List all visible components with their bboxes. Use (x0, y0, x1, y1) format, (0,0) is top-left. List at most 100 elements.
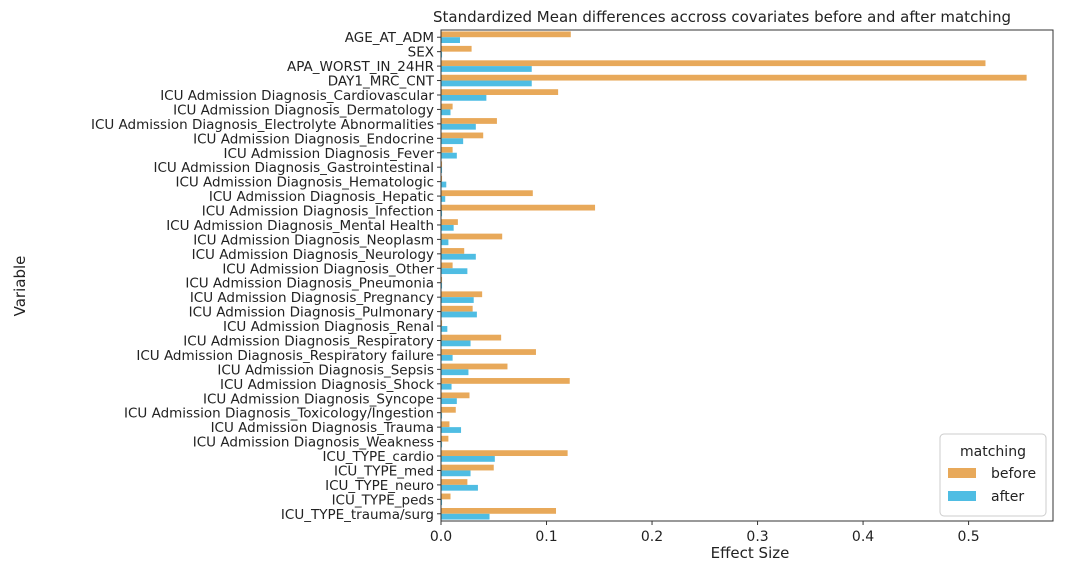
y-tick-label-20: ICU Admission Diagnosis_Renal (223, 319, 434, 335)
legend-label-before: before (991, 466, 1036, 482)
legend-title: matching (960, 444, 1026, 460)
y-tick-label-30: ICU_TYPE_med (334, 463, 434, 479)
y-tick-label-25: ICU Admission Diagnosis_Syncope (203, 391, 434, 407)
bar-before-18 (441, 291, 483, 298)
bar-after-6 (441, 123, 476, 130)
x-axis-label: Effect Size (711, 544, 790, 562)
bar-before-12 (441, 204, 596, 211)
bar-after-13 (441, 224, 454, 231)
bar-after-1 (441, 51, 443, 58)
bar-after-0 (441, 37, 460, 43)
y-tick-label-15: ICU Admission Diagnosis_Neurology (192, 247, 434, 263)
bar-before-26 (441, 406, 456, 413)
y-tick-label-26: ICU Admission Diagnosis_Toxicology/Inges… (124, 406, 434, 422)
y-tick-label-24: ICU Admission Diagnosis_Shock (220, 377, 434, 393)
bar-after-12 (441, 210, 443, 217)
bar-before-11 (441, 190, 533, 197)
y-tick-label-21: ICU Admission Diagnosis_Respiratory (183, 333, 434, 349)
legend-swatch-after (948, 491, 976, 501)
bar-after-31 (441, 484, 478, 491)
bar-before-19 (441, 305, 473, 312)
y-tick-label-1: SEX (408, 45, 434, 61)
y-tick-label-32: ICU_TYPE_peds (332, 492, 434, 508)
x-ticks: 0.0 0.1 0.2 0.3 0.4 0.5 (430, 521, 980, 545)
y-tick-label-5: ICU Admission Diagnosis_Dermatology (173, 102, 434, 118)
bar-after-4 (441, 94, 487, 101)
bar-after-14 (441, 239, 449, 246)
y-tick-label-33: ICU_TYPE_trauma/surg (281, 507, 434, 523)
x-tick-label-4: 0.4 (852, 529, 874, 545)
y-tick-labels: AGE_AT_ADMSEXAPA_WORST_IN_24HRDAY1_MRC_C… (91, 30, 441, 523)
bar-before-3 (441, 74, 1027, 81)
bar-before-28 (441, 435, 449, 442)
bar-after-29 (441, 456, 495, 462)
y-tick-label-22: ICU Admission Diagnosis_Respiratory fail… (136, 348, 434, 364)
bar-after-24 (441, 383, 452, 390)
bar-after-26 (441, 412, 443, 419)
bar-after-17 (441, 282, 443, 289)
bar-before-2 (441, 60, 986, 67)
y-tick-label-13: ICU Admission Diagnosis_Mental Health (166, 218, 434, 234)
bar-before-23 (441, 363, 508, 370)
bar-before-4 (441, 89, 559, 95)
bar-after-5 (441, 109, 451, 116)
bar-before-13 (441, 219, 458, 225)
y-tick-label-29: ICU_TYPE_cardio (322, 449, 434, 465)
bar-before-22 (441, 349, 536, 355)
y-tick-label-31: ICU_TYPE_neuro (325, 478, 434, 494)
bar-before-30 (441, 464, 494, 471)
legend-label-after: after (991, 489, 1024, 505)
bars-group (441, 31, 1027, 520)
bar-after-8 (441, 152, 457, 159)
bar-before-17 (441, 276, 443, 283)
y-tick-label-0: AGE_AT_ADM (345, 30, 434, 46)
bar-after-22 (441, 354, 453, 361)
bar-after-33 (441, 513, 490, 520)
bar-after-32 (441, 499, 443, 506)
bar-after-30 (441, 470, 471, 477)
chart-title: Standardized Mean differences accross co… (433, 8, 1011, 26)
y-tick-label-2: APA_WORST_IN_24HR (287, 59, 434, 75)
y-tick-label-28: ICU Admission Diagnosis_Weakness (193, 435, 434, 451)
bar-before-5 (441, 103, 453, 110)
y-tick-label-10: ICU Admission Diagnosis_Hematologic (175, 175, 434, 191)
bar-before-1 (441, 45, 472, 52)
x-tick-label-2: 0.2 (641, 529, 663, 545)
bar-after-10 (441, 181, 447, 188)
y-tick-label-4: ICU Admission Diagnosis_Cardiovascular (160, 88, 434, 104)
bar-before-25 (441, 392, 470, 399)
y-tick-label-9: ICU Admission Diagnosis_Gastrointestinal (154, 160, 434, 176)
bar-before-24 (441, 378, 570, 384)
y-tick-label-23: ICU Admission Diagnosis_Sepsis (217, 362, 434, 378)
y-tick-label-27: ICU Admission Diagnosis_Trauma (211, 420, 434, 436)
bar-before-31 (441, 479, 468, 485)
bar-after-3 (441, 80, 532, 87)
bar-before-32 (441, 493, 451, 500)
bar-after-20 (441, 326, 448, 332)
bar-before-0 (441, 31, 571, 38)
bar-before-10 (441, 175, 443, 182)
bar-after-28 (441, 441, 443, 448)
bar-before-14 (441, 233, 503, 240)
y-tick-label-11: ICU Admission Diagnosis_Hepatic (209, 189, 434, 205)
y-tick-label-18: ICU Admission Diagnosis_Pregnancy (190, 290, 434, 306)
bar-before-8 (441, 146, 453, 153)
y-tick-label-16: ICU Admission Diagnosis_Other (222, 261, 434, 277)
y-tick-label-14: ICU Admission Diagnosis_Neoplasm (193, 232, 434, 248)
x-tick-label-0: 0.0 (430, 529, 452, 545)
bar-before-16 (441, 262, 453, 269)
bar-before-27 (441, 421, 450, 428)
bar-after-21 (441, 340, 471, 347)
bar-before-9 (441, 161, 443, 168)
bar-after-2 (441, 66, 532, 72)
y-tick-label-17: ICU Admission Diagnosis_Pneumonia (185, 276, 434, 292)
bar-after-19 (441, 311, 477, 318)
y-tick-label-8: ICU Admission Diagnosis_Fever (223, 146, 434, 162)
x-tick-label-1: 0.1 (535, 529, 557, 545)
x-tick-label-5: 0.5 (957, 529, 979, 545)
bar-after-16 (441, 268, 468, 275)
bar-before-20 (441, 320, 443, 327)
bar-after-25 (441, 398, 457, 405)
y-tick-label-3: DAY1_MRC_CNT (328, 74, 435, 90)
